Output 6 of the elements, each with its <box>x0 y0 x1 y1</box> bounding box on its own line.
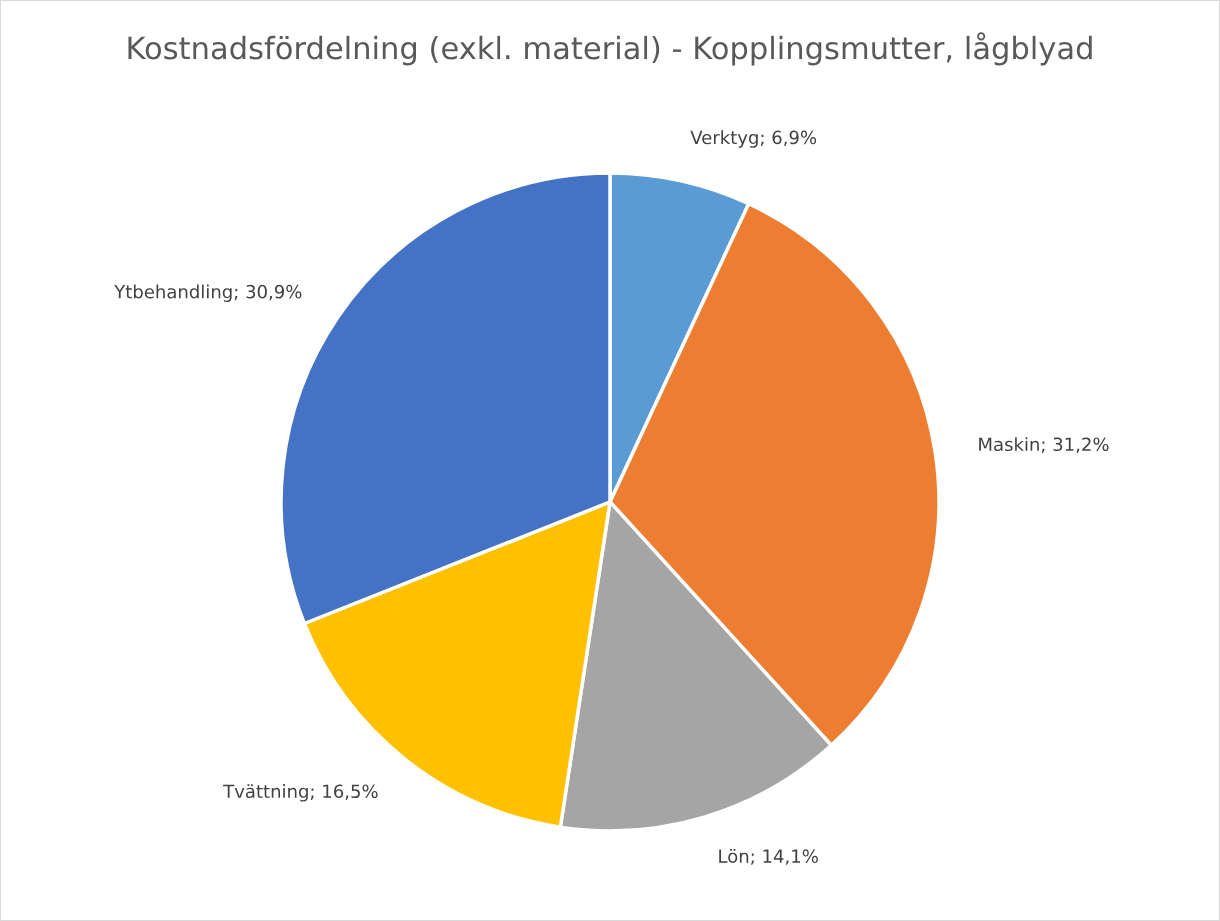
chart-title: Kostnadsfördelning (exkl. material) - Kopplingsmutter, lågblyad <box>128 32 1092 66</box>
slice-label: Lön; 14,1% <box>719 849 818 865</box>
slice-label: Maskin; 31,2% <box>979 437 1109 453</box>
slice-label: Verktyg; 6,9% <box>690 130 817 148</box>
slice-label: Ytbehandling; 30,9% <box>114 284 302 302</box>
slice-label: Tvättning; 16,5% <box>223 784 378 802</box>
